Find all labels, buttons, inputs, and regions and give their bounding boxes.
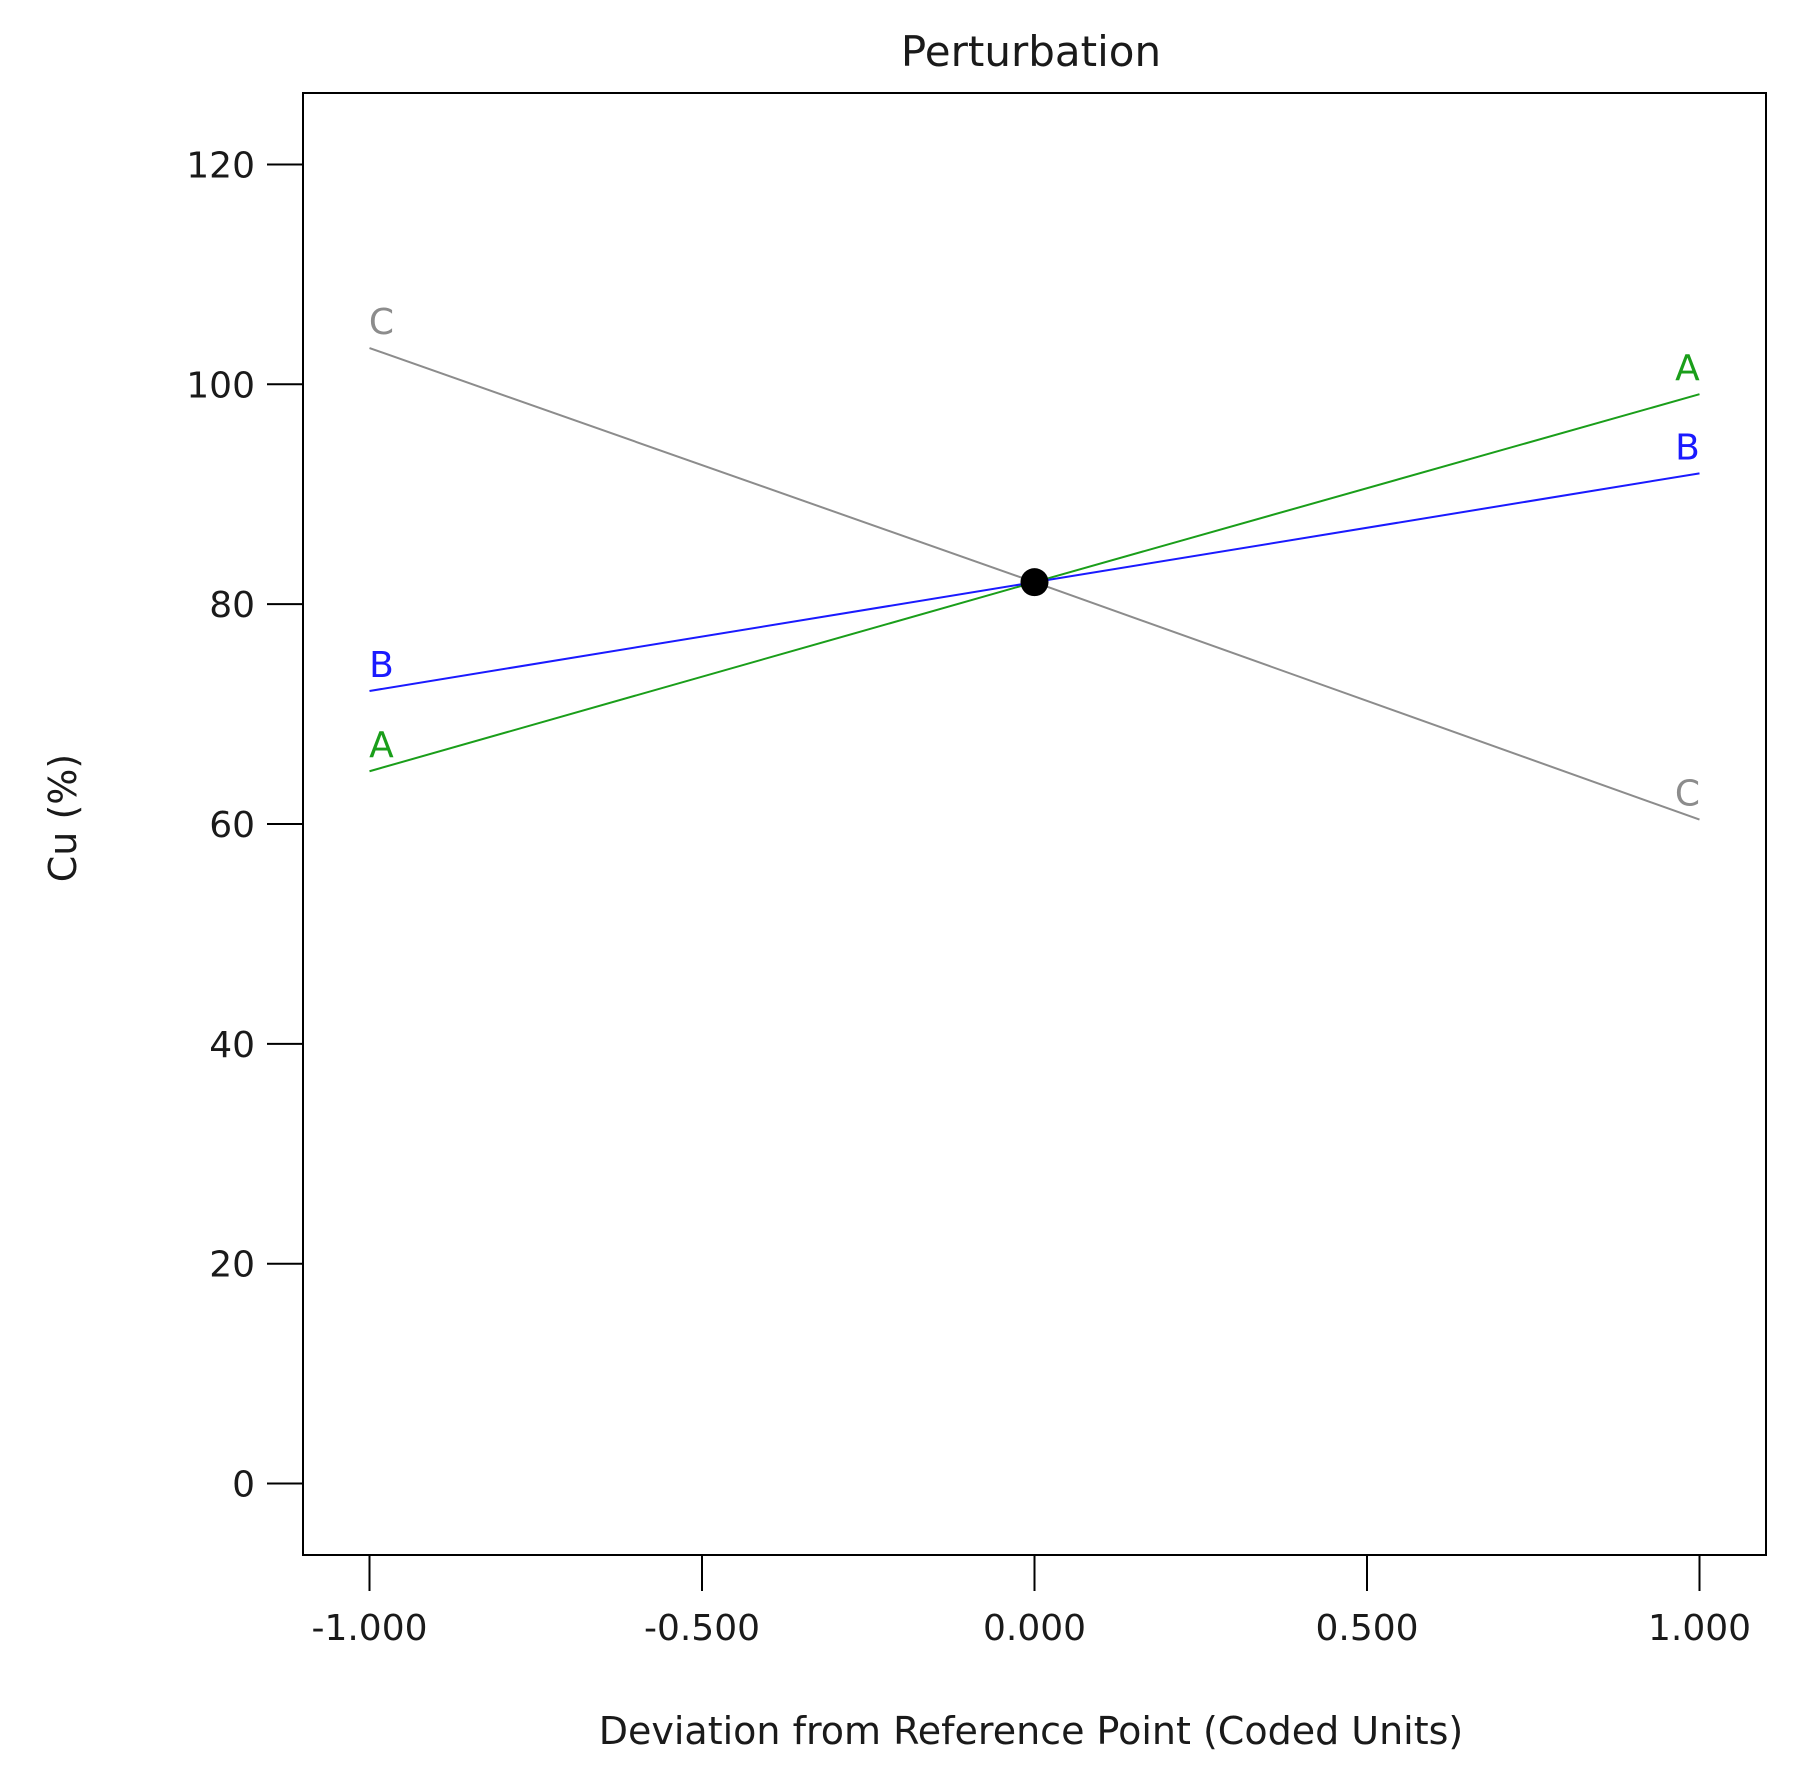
y-axis: 0 20 40 60 80 100 120 [186, 145, 303, 1506]
x-tick-label: -0.500 [644, 1608, 760, 1649]
series-label-c-end: C [1675, 774, 1700, 815]
x-tick-label: 0.000 [983, 1608, 1086, 1649]
y-axis-label: Cu (%) [41, 754, 85, 882]
x-tick-label: 1.000 [1648, 1608, 1751, 1649]
y-tick-label: 60 [209, 805, 255, 846]
plot-area-frame [302, 92, 1767, 1556]
x-axis-label: Deviation from Reference Point (Coded Un… [599, 1709, 1464, 1753]
y-tick-label: 0 [232, 1465, 255, 1506]
x-tick-label: 0.500 [1315, 1608, 1418, 1649]
series-label-c-start: C [369, 302, 394, 343]
series-label-a-start: A [369, 725, 394, 766]
y-tick-label: 120 [186, 145, 255, 186]
x-tick-label: -1.000 [311, 1608, 427, 1649]
series-label-a-end: A [1675, 348, 1700, 389]
y-tick-label: 80 [209, 585, 255, 626]
chart-title: Perturbation [901, 27, 1161, 76]
y-tick-label: 100 [186, 365, 255, 406]
y-tick-label: 40 [209, 1025, 255, 1066]
series-label-b-end: B [1675, 427, 1700, 468]
series-label-b-start: B [369, 645, 394, 686]
reference-point-marker [1020, 568, 1049, 597]
y-tick-label: 20 [209, 1245, 255, 1286]
x-axis: -1.000 -0.500 0.000 0.500 1.000 [311, 1555, 1751, 1649]
